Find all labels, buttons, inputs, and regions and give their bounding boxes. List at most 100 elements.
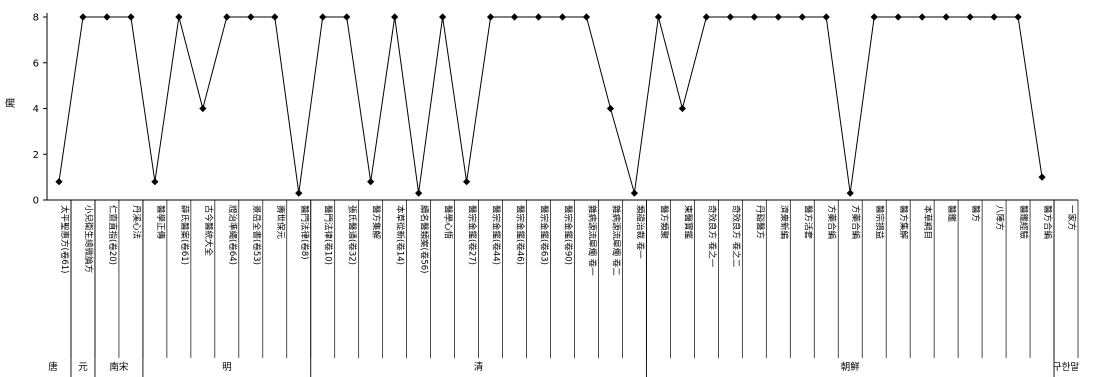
x-tick-label: 丹溪心法 bbox=[131, 205, 142, 239]
data-point bbox=[750, 13, 758, 21]
data-point bbox=[223, 13, 231, 21]
y-tick-label: 8 bbox=[33, 13, 39, 24]
x-tick-label: 醫宗金鑑(卷44) bbox=[491, 205, 502, 265]
x-tick-label: 古今醫統大全 bbox=[203, 205, 214, 257]
x-tick-label: 一家方 bbox=[1066, 205, 1077, 231]
x-tick-label: 薛氏醫案(卷61) bbox=[179, 205, 190, 265]
x-tick-label: 醫方合編 bbox=[1042, 205, 1053, 239]
x-tick-label: 濟衆新編 bbox=[778, 205, 789, 239]
data-point bbox=[79, 13, 87, 21]
data-point bbox=[175, 13, 183, 21]
x-tick-label: 醫鑑經驗 bbox=[1018, 205, 1029, 240]
data-point bbox=[726, 13, 734, 21]
x-tick-label: 丹谿醫方 bbox=[754, 205, 765, 239]
data-point bbox=[702, 13, 710, 21]
x-tick-label: 景岳全書(卷53) bbox=[251, 205, 262, 265]
group-label: 唐 bbox=[48, 361, 58, 373]
x-tick-label: 醫方集解 bbox=[898, 205, 909, 240]
data-point bbox=[990, 13, 998, 21]
data-point bbox=[1038, 173, 1046, 181]
x-tick-label: 醫學心悟 bbox=[443, 205, 454, 240]
x-tick-label: 醫方活套 bbox=[802, 205, 813, 240]
group-labels: 唐 元 南宋 明 清 朝鮮 구한말 bbox=[48, 200, 1079, 377]
x-tick-label: 證治準繩(卷64) bbox=[227, 205, 238, 265]
data-point bbox=[822, 13, 830, 21]
data-point bbox=[151, 178, 159, 186]
data-point bbox=[103, 13, 111, 21]
x-tick-label: 本草從新(卷14) bbox=[395, 205, 406, 265]
data-point bbox=[942, 13, 950, 21]
data-point bbox=[918, 13, 926, 21]
data-point bbox=[894, 13, 902, 21]
data-point bbox=[462, 178, 471, 186]
x-tick-label: 小兒衛生總微論方 bbox=[83, 205, 94, 273]
data-point bbox=[774, 13, 782, 21]
data-point bbox=[415, 189, 423, 197]
axes bbox=[46, 13, 1078, 201]
x-tick-label: 八陣方 bbox=[994, 205, 1005, 231]
data-point bbox=[870, 13, 878, 21]
y-tick-label: 2 bbox=[33, 150, 39, 161]
data-point bbox=[1014, 13, 1022, 21]
data-point bbox=[630, 189, 639, 197]
data-point bbox=[247, 13, 255, 21]
x-tick-label: 雜病源流犀燭 卷一 bbox=[587, 205, 598, 276]
data-point bbox=[510, 13, 519, 21]
data-point bbox=[582, 13, 591, 21]
data-point bbox=[534, 13, 543, 21]
data-point bbox=[199, 104, 207, 113]
data-series bbox=[55, 13, 1046, 197]
group-label: 朝鮮 bbox=[841, 361, 861, 373]
x-tick-label: 太平聖惠方(卷61) bbox=[59, 205, 70, 273]
group-label: 清 bbox=[474, 361, 484, 373]
data-point bbox=[367, 178, 375, 186]
y-tick-label: 6 bbox=[33, 58, 39, 69]
x-tick-label: 醫宗損益 bbox=[874, 205, 885, 240]
x-tick-label: 醫門法律(卷10) bbox=[323, 205, 334, 265]
y-tick-label: 0 bbox=[33, 196, 39, 207]
x-tick-label: 東醫寶鑑 bbox=[682, 205, 693, 240]
y-axis-label: 廂 bbox=[4, 98, 17, 108]
data-point bbox=[654, 13, 663, 21]
data-point bbox=[127, 13, 135, 21]
y-tick-label: 4 bbox=[33, 104, 39, 115]
x-tick-label: 奇效良方 卷之一 bbox=[706, 205, 717, 268]
x-tick-label: 醫方集解 bbox=[371, 205, 382, 240]
x-tick-label: 醫宗金鑑(卷27) bbox=[467, 205, 478, 265]
x-tick-label: 醫宗金鑑(卷63) bbox=[539, 205, 550, 265]
group-label: 元 bbox=[78, 362, 88, 373]
x-tick-label: 仁齋直指(卷20) bbox=[107, 205, 118, 265]
x-tick-label: 方藥合編 bbox=[826, 205, 837, 239]
x-tick-label: 醫學正傳 bbox=[155, 205, 166, 240]
data-point bbox=[606, 104, 615, 113]
x-tick-label: 醫宗金鑑(卷46) bbox=[515, 205, 526, 265]
group-label: 구한말 bbox=[1053, 361, 1079, 373]
x-tick-label: 雜病源流犀燭 卷二 bbox=[611, 205, 622, 276]
data-point bbox=[966, 13, 974, 21]
data-point bbox=[391, 13, 399, 21]
data-point bbox=[486, 13, 495, 21]
x-tick-label: 張氏醫通(卷32) bbox=[347, 205, 358, 265]
y-ticks: 0 2 4 6 8 bbox=[33, 13, 47, 207]
series-line bbox=[58, 16, 1043, 194]
data-point bbox=[798, 13, 806, 21]
data-point bbox=[319, 13, 327, 21]
data-point bbox=[678, 104, 686, 113]
data-point bbox=[271, 13, 279, 21]
x-tick-label: 續名醫類案(卷56) bbox=[419, 205, 430, 273]
data-point bbox=[439, 13, 447, 21]
x-tick-label: 醫宗金鑑(卷90) bbox=[563, 205, 574, 265]
x-tick-labels: 太平聖惠方(卷61) 小兒衛生總微論方 仁齋直指(卷20) 丹溪心法 醫學正傳 薛氏醫案(… bbox=[59, 200, 1079, 358]
x-tick-label: 醫方類聚 bbox=[658, 205, 669, 240]
data-point bbox=[558, 13, 567, 21]
group-label: 明 bbox=[222, 362, 232, 373]
x-tick-label: 本草綱目 bbox=[922, 205, 933, 239]
x-tick-label: 醫門法律(卷8) bbox=[299, 205, 310, 260]
x-tick-label: 奇效良方 卷之二 bbox=[730, 205, 741, 268]
x-tick-label: 方藥合編 bbox=[850, 205, 861, 239]
x-tick-label: 類證治裁 卷一 bbox=[634, 205, 645, 259]
data-point bbox=[846, 189, 854, 197]
data-point bbox=[55, 178, 63, 186]
group-label: 南宋 bbox=[109, 361, 129, 373]
